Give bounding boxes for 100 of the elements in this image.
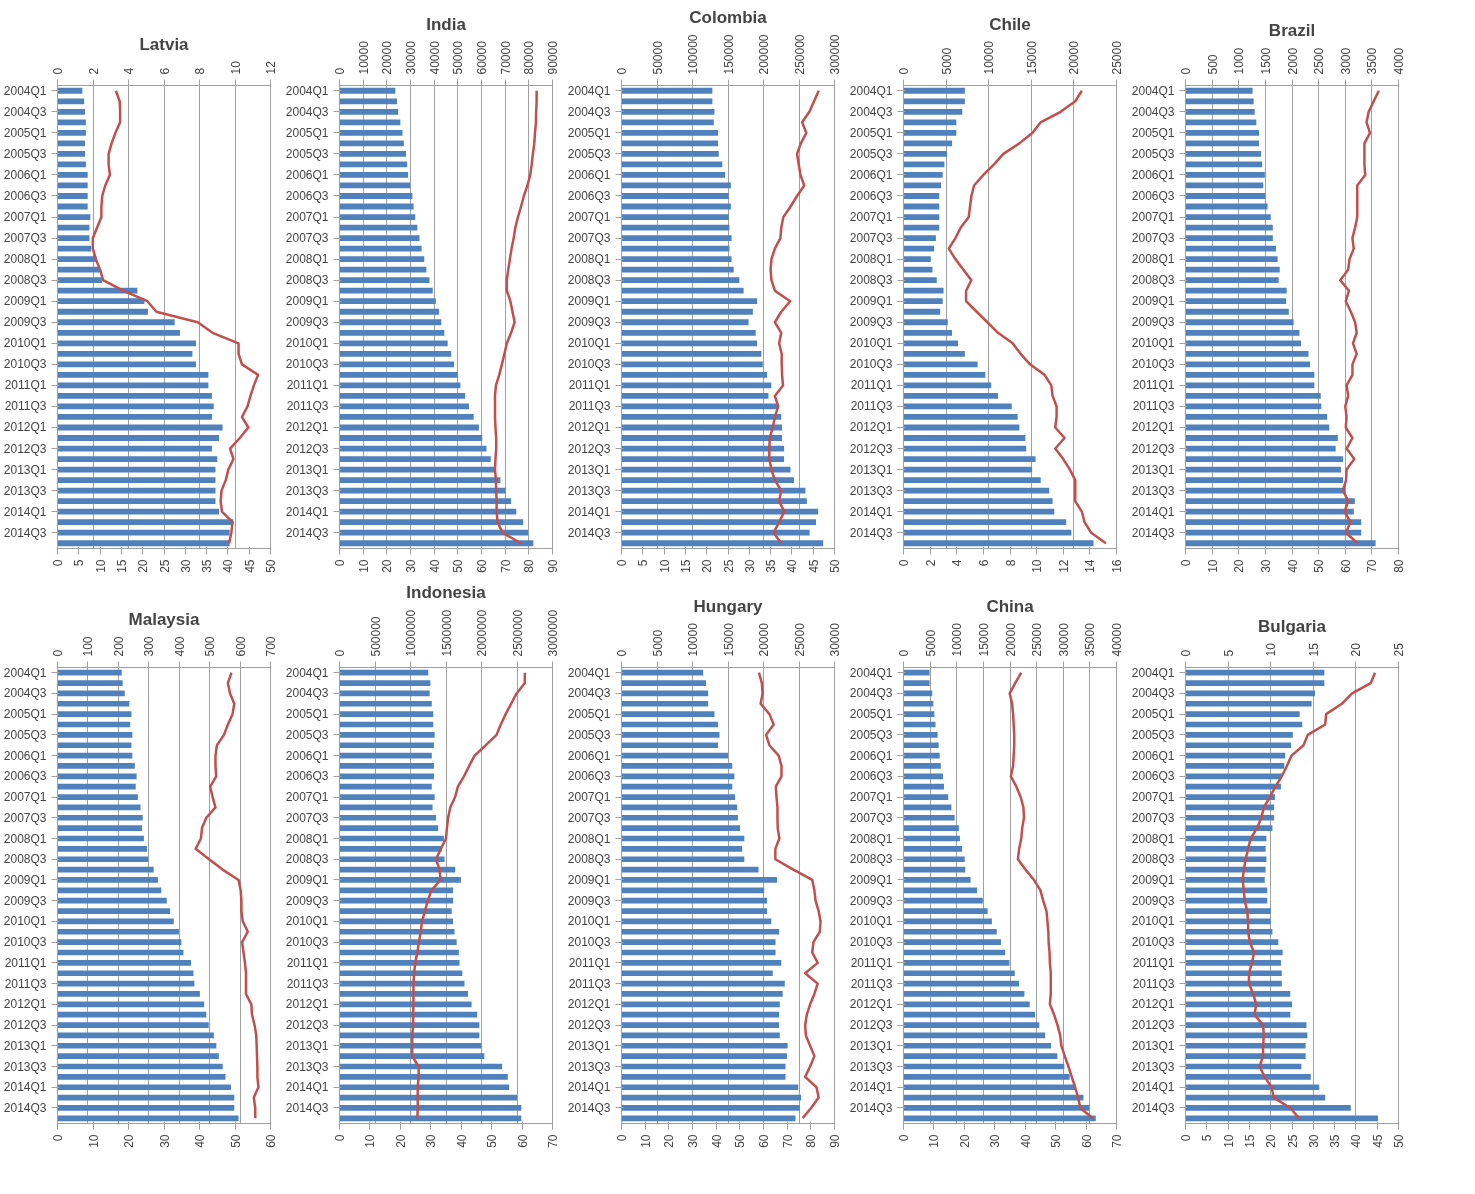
y-tick-label: 2013Q3 [567, 1059, 611, 1074]
x-tick-label: 50 [1049, 1134, 1064, 1148]
y-tick-label: 2005Q3 [1131, 727, 1175, 742]
y-tick-label: 2008Q1 [849, 252, 893, 267]
x2-tick-label: 90000 [546, 40, 560, 75]
y-tick-label: 2011Q3 [4, 976, 47, 991]
x2-tick-label: 25 [1392, 642, 1406, 657]
y-tick-label: 2004Q3 [3, 104, 47, 119]
y-tick-label: 2007Q1 [849, 210, 893, 225]
y-tick-label: 2009Q3 [1131, 315, 1175, 330]
y-tick-label: 2007Q3 [285, 810, 329, 825]
y-tick-label: 2011Q3 [568, 976, 611, 991]
x2-tick-label: 0 [1179, 67, 1193, 75]
y-tick-label: 2014Q3 [567, 525, 611, 540]
y-tick-label: 2006Q1 [285, 167, 329, 182]
x2-tick-label: 70000 [498, 40, 513, 75]
x2-tick-label: 15000 [976, 622, 991, 657]
y-tick-label: 2013Q3 [849, 1059, 893, 1074]
y-tick-label: 2004Q3 [1131, 104, 1175, 119]
y-tick-label: 2012Q3 [849, 1018, 893, 1033]
y-tick-label: 2004Q3 [567, 104, 611, 119]
y-tick-label: 2005Q1 [3, 125, 47, 140]
x2-tick-label: 0 [897, 67, 911, 75]
x2-tick-label: 20000 [1003, 622, 1018, 657]
x-tick-label: 6 [976, 559, 991, 567]
x2-tick-label: 2500 [1312, 47, 1327, 75]
x2-tick-label: 0 [897, 649, 911, 657]
x-tick-label: 50 [733, 1134, 748, 1148]
y-tick-label: 2005Q1 [849, 125, 893, 140]
chart-title: Hungary [693, 596, 764, 616]
y-tick-label: 2011Q3 [1132, 399, 1175, 414]
y-tick-label: 2012Q1 [285, 420, 329, 435]
y-tick-label: 2011Q1 [4, 955, 47, 970]
x-tick-label: 10 [1205, 559, 1220, 573]
y-tick-label: 2012Q1 [285, 997, 329, 1012]
x-tick-label: 35 [200, 559, 215, 573]
y-tick-label: 2005Q3 [567, 146, 611, 161]
x2-tick-label: 3500 [1365, 47, 1380, 75]
x2-tick-label: 0 [333, 67, 347, 75]
y-tick-label: 2012Q3 [849, 441, 893, 456]
x2-tick-label: 10000 [982, 40, 997, 75]
x2-tick-label: 3000000 [546, 609, 560, 657]
y-tick-label: 2013Q1 [1131, 462, 1175, 477]
y-tick-label: 2013Q3 [849, 483, 893, 498]
y-tick-label: 2007Q3 [3, 810, 47, 825]
y-tick-label: 2009Q3 [567, 315, 611, 330]
y-tick-label: 2005Q3 [3, 146, 47, 161]
y-tick-label: 2007Q1 [1131, 790, 1175, 805]
x-tick-label: 5 [636, 559, 651, 567]
chart-title: Brazil [1268, 20, 1316, 40]
y-tick-label: 2013Q3 [285, 1059, 329, 1074]
y-tick-label: 2011Q3 [850, 976, 893, 991]
y-tick-label: 2014Q3 [1131, 1100, 1175, 1115]
y-tick-label: 2010Q1 [849, 336, 893, 351]
x-tick-label: 0 [897, 1134, 911, 1142]
x-tick-label: 10 [363, 1134, 378, 1148]
y-tick-label: 2013Q1 [849, 1038, 893, 1053]
y-tick-label: 2010Q1 [3, 914, 47, 929]
y-tick-label: 2006Q3 [3, 188, 47, 203]
y-tick-label: 2011Q3 [4, 399, 47, 414]
x-tick-label: 0 [615, 559, 629, 567]
y-tick-label: 2004Q1 [567, 665, 611, 680]
y-tick-label: 2004Q1 [1131, 665, 1175, 680]
y-tick-label: 2014Q1 [3, 504, 47, 519]
y-tick-label: 2006Q1 [285, 748, 329, 763]
x-tick-label: 40 [1349, 1134, 1364, 1148]
y-tick-label: 2009Q1 [849, 294, 893, 309]
x2-tick-label: 10000 [356, 40, 371, 75]
x-tick-label: 25 [157, 559, 172, 573]
x2-tick-label: 300 [142, 636, 157, 657]
y-tick-label: 2006Q1 [3, 167, 47, 182]
x-tick-label: 10 [927, 1134, 942, 1148]
y-tick-label: 2004Q1 [849, 665, 893, 680]
x2-tick-label: 700 [264, 636, 278, 657]
y-tick-label: 2005Q1 [567, 125, 611, 140]
y-tick-label: 2006Q3 [849, 769, 893, 784]
y-tick-label: 2007Q1 [1131, 210, 1175, 225]
y-tick-label: 2008Q1 [3, 831, 47, 846]
y-tick-label: 2008Q1 [567, 831, 611, 846]
x-tick-label: 50 [1312, 559, 1327, 573]
y-tick-label: 2014Q1 [3, 1080, 47, 1095]
x2-tick-label: 2500000 [510, 609, 525, 657]
y-tick-label: 2006Q1 [1131, 748, 1175, 763]
y-tick-label: 2012Q3 [1131, 441, 1175, 456]
x-tick-label: 5 [1200, 1134, 1215, 1142]
y-tick-label: 2011Q3 [286, 976, 329, 991]
x2-tick-label: 2000000 [475, 609, 489, 657]
y-tick-label: 2005Q1 [1131, 125, 1175, 140]
x-tick-label: 60 [757, 1134, 771, 1148]
x-tick-label: 25 [721, 559, 736, 573]
x2-tick-label: 5000 [650, 629, 665, 657]
y-tick-label: 2004Q3 [3, 686, 47, 701]
x2-tick-label: 5 [1221, 649, 1236, 657]
x2-tick-label: 10 [228, 60, 243, 75]
y-tick-label: 2011Q1 [1132, 378, 1175, 393]
chart-title: India [426, 14, 467, 34]
x2-tick-label: 2000 [1285, 47, 1300, 75]
y-tick-label: 2008Q1 [1131, 831, 1175, 846]
x-tick-label: 30 [686, 1134, 700, 1148]
y-tick-label: 2009Q1 [567, 872, 611, 887]
